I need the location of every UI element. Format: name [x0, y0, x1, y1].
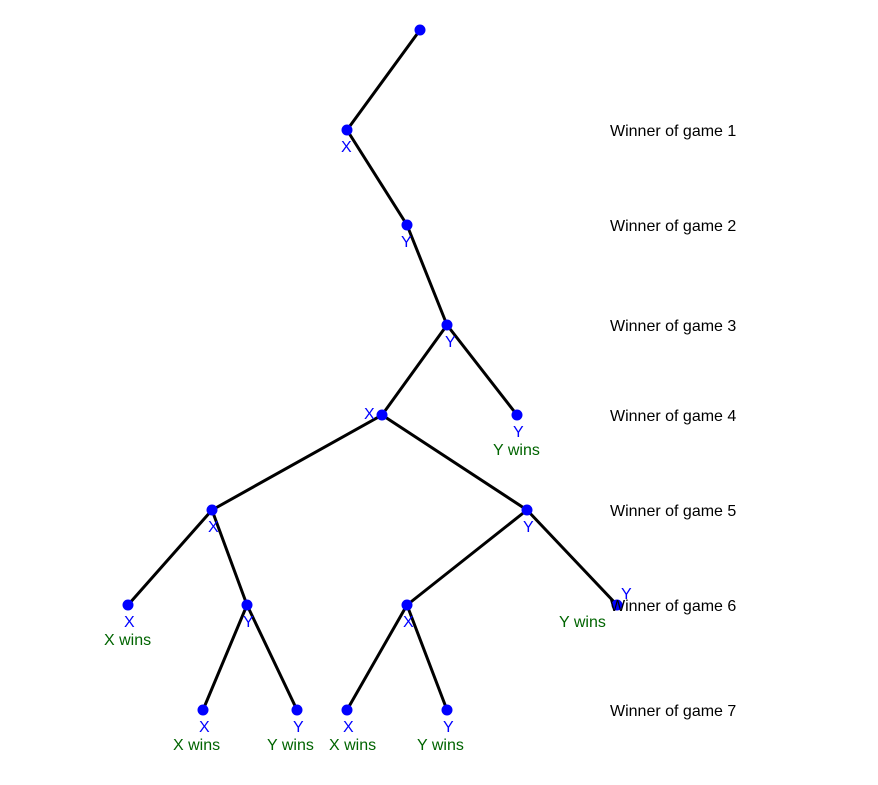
- tree-node: [342, 705, 352, 715]
- tree-node: [512, 410, 522, 420]
- tree-node: [442, 705, 452, 715]
- tree-node: [292, 705, 302, 715]
- node-label: Y: [293, 719, 304, 736]
- outcome-label: X wins: [104, 632, 151, 649]
- row-label: Winner of game 1: [610, 123, 736, 140]
- row-label: Winner of game 2: [610, 218, 736, 235]
- outcome-label: Y wins: [559, 614, 606, 631]
- tree-node: [123, 600, 133, 610]
- tree-node: [522, 505, 532, 515]
- outcome-label: X wins: [173, 737, 220, 754]
- row-label: Winner of game 5: [610, 503, 736, 520]
- node-label: Y: [523, 519, 534, 536]
- row-label: Winner of game 4: [610, 408, 736, 425]
- tree-node: [402, 220, 412, 230]
- node-label: Y: [445, 334, 456, 351]
- tree-node: [415, 25, 425, 35]
- outcome-label: Y wins: [417, 737, 464, 754]
- node-label: X: [364, 406, 375, 423]
- game-tree-diagram: XYYXYY winsXYXX winsYXYY winsXX winsYY w…: [0, 0, 878, 785]
- node-label: Y: [443, 719, 454, 736]
- diagram-background: [0, 0, 878, 785]
- tree-node: [377, 410, 387, 420]
- row-label: Winner of game 3: [610, 318, 736, 335]
- node-label: Y: [243, 614, 254, 631]
- node-label: X: [199, 719, 210, 736]
- node-label: Y: [513, 424, 524, 441]
- node-label: X: [341, 139, 352, 156]
- tree-node: [242, 600, 252, 610]
- tree-node: [198, 705, 208, 715]
- outcome-label: Y wins: [267, 737, 314, 754]
- outcome-label: X wins: [329, 737, 376, 754]
- row-label: Winner of game 6: [610, 598, 736, 615]
- node-label: X: [403, 614, 414, 631]
- node-label: Y: [401, 234, 412, 251]
- tree-node: [342, 125, 352, 135]
- outcome-label: Y wins: [493, 442, 540, 459]
- node-label: X: [208, 519, 219, 536]
- tree-node: [402, 600, 412, 610]
- row-label: Winner of game 7: [610, 703, 736, 720]
- tree-node: [207, 505, 217, 515]
- node-label: X: [124, 614, 135, 631]
- node-label: X: [343, 719, 354, 736]
- tree-node: [442, 320, 452, 330]
